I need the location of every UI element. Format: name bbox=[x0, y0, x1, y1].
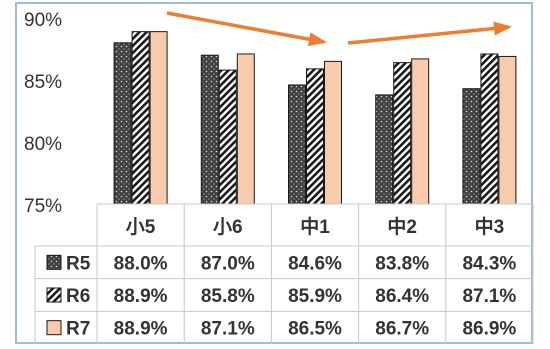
bar-r7 bbox=[498, 55, 517, 205]
bar-r5 bbox=[375, 94, 394, 205]
data-label: 85.8% bbox=[201, 286, 255, 307]
data-label: 85.9% bbox=[288, 286, 342, 307]
data-label: 88.9% bbox=[114, 286, 168, 307]
data-label: 87.1% bbox=[462, 286, 516, 307]
legend-key-r7 bbox=[46, 320, 62, 336]
data-label: 87.1% bbox=[201, 319, 255, 340]
data-label: 88.9% bbox=[114, 319, 168, 340]
category-label: 小5 bbox=[126, 216, 156, 238]
bar-r6 bbox=[480, 53, 499, 205]
bar-r6 bbox=[131, 31, 150, 205]
bar-r6 bbox=[393, 62, 412, 205]
y-tick-label: 90% bbox=[24, 10, 62, 31]
category-label: 中2 bbox=[387, 215, 417, 238]
bar-r7 bbox=[324, 60, 342, 205]
trend-arrow-up-head bbox=[493, 21, 512, 36]
bar-r5 bbox=[288, 84, 306, 205]
legend-label-r6: R6 bbox=[66, 286, 90, 307]
data-label: 86.7% bbox=[375, 319, 429, 340]
bar-r6 bbox=[306, 68, 324, 205]
trend-arrow-up bbox=[347, 25, 510, 45]
legend-key-r6 bbox=[46, 287, 62, 303]
category-label: 小6 bbox=[213, 216, 243, 238]
legend-label-r5: R5 bbox=[66, 253, 91, 274]
trend-arrow-down bbox=[166, 11, 325, 44]
data-label: 87.0% bbox=[201, 253, 255, 274]
bar-r7 bbox=[411, 58, 430, 205]
data-label: 83.8% bbox=[375, 253, 429, 274]
bar-r5 bbox=[462, 88, 481, 205]
bar-r7 bbox=[236, 53, 255, 205]
data-label: 86.5% bbox=[288, 319, 342, 340]
category-label: 中1 bbox=[300, 215, 330, 238]
y-tick-label: 80% bbox=[24, 134, 62, 155]
bar-r6 bbox=[218, 69, 237, 205]
bar-r5 bbox=[113, 42, 132, 205]
data-label: 86.9% bbox=[462, 319, 516, 340]
data-label: 84.3% bbox=[462, 253, 516, 274]
data-label: 88.0% bbox=[114, 253, 168, 274]
legend-label-r7: R7 bbox=[66, 319, 90, 340]
chart-frame bbox=[15, 2, 533, 344]
category-label: 中3 bbox=[475, 215, 505, 238]
data-label: 86.4% bbox=[375, 286, 429, 307]
y-tick-label: 85% bbox=[24, 72, 62, 93]
y-tick-label: 75% bbox=[24, 196, 62, 217]
data-label: 84.6% bbox=[288, 253, 342, 274]
bar-r5 bbox=[200, 54, 219, 205]
legend-key-r5 bbox=[46, 254, 62, 270]
bar-r7 bbox=[149, 31, 168, 205]
trend-arrow-down-head bbox=[307, 32, 327, 47]
